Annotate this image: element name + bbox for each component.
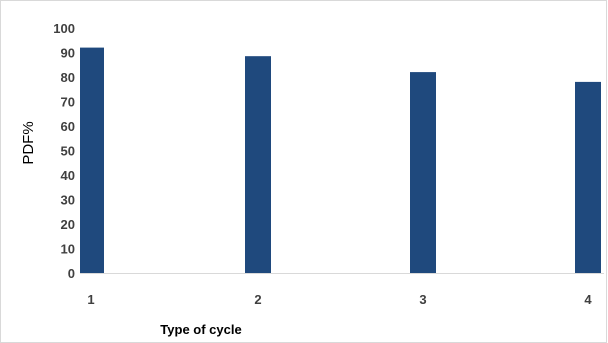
bar [245,56,271,273]
y-tick-label: 10 [61,242,75,257]
x-tick-label: 1 [87,292,94,307]
y-tick-label: 0 [68,266,75,281]
y-tick-label: 50 [61,144,75,159]
y-axis: 0 10 20 30 40 50 60 70 80 90 100 [53,21,75,281]
y-tick-label: 70 [61,95,75,110]
bar [410,72,436,273]
x-tick-label: 4 [584,292,592,307]
y-tick-label: 80 [61,70,75,85]
y-tick-label: 20 [61,217,75,232]
y-axis-title: PDF% [20,121,37,164]
bar [575,81,601,274]
x-tick-label: 2 [254,292,261,307]
x-tick-label: 3 [419,292,426,307]
y-tick-label: 60 [61,119,75,134]
y-tick-label: 100 [53,21,75,36]
y-tick-label: 40 [61,168,75,183]
y-tick-label: 30 [61,193,75,208]
bars [80,47,601,274]
bar [80,47,104,273]
y-tick-label: 90 [61,46,75,61]
x-axis-title: Type of cycle [160,322,241,337]
x-axis: 1 2 3 4 [87,292,592,307]
